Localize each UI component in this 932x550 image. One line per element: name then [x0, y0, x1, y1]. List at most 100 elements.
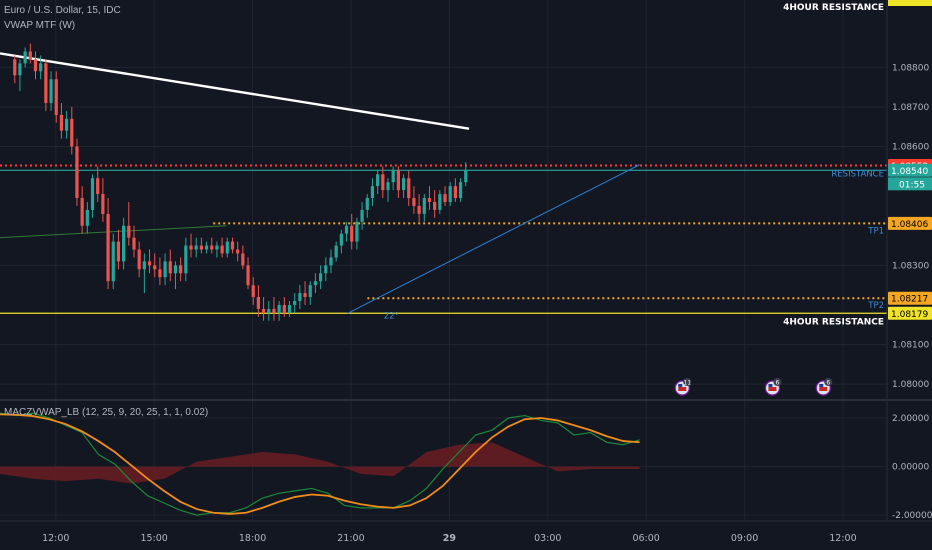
event-count-badge — [824, 378, 833, 386]
y-tick-label: 1.08000 — [892, 380, 929, 390]
x-tick-label: 15:00 — [140, 533, 167, 544]
x-tick-label: 29 — [443, 533, 456, 544]
candle-body — [173, 265, 178, 274]
indicator-label: VWAP MTF (W) — [4, 20, 76, 31]
signal-line — [0, 413, 640, 515]
candle-body — [210, 245, 214, 250]
candle-body — [386, 182, 390, 191]
x-tick-label: 18:00 — [239, 533, 266, 544]
candle-body — [64, 118, 69, 131]
candle-body — [350, 225, 354, 242]
price-tag-label: 1.08179 — [891, 310, 928, 320]
candle-body — [33, 59, 38, 72]
chart-title: Euro / U.S. Dollar, 15, IDC — [4, 5, 121, 16]
price-tag-label: 1.08540 — [891, 167, 928, 177]
candle-body — [448, 186, 452, 202]
level-tag: RESISTANCE — [831, 169, 884, 179]
y-tick-label: 1.08800 — [892, 63, 929, 73]
level-tag: TP1 — [867, 226, 884, 236]
y-tick-label: 1.08100 — [892, 341, 929, 351]
price-tag-label: 1.08217 — [891, 295, 928, 305]
candle-body — [90, 178, 95, 210]
osc-y-tick-label: -2.00000 — [892, 511, 932, 521]
x-tick-label: 09:00 — [731, 533, 758, 544]
candle-body — [49, 79, 53, 103]
candle-body — [417, 205, 421, 214]
candle-body — [80, 198, 84, 226]
candle-body — [122, 225, 126, 262]
candle-body — [230, 241, 235, 250]
price-tag — [888, 306, 932, 320]
price-tag-top — [888, 0, 932, 6]
candle-body — [106, 213, 110, 282]
candle-body — [427, 198, 432, 202]
candle-body — [13, 59, 17, 76]
candle-body — [241, 253, 245, 266]
candle-body — [443, 194, 447, 202]
candle-body — [163, 261, 167, 278]
candle-body — [204, 245, 209, 250]
candle-body — [422, 198, 426, 214]
oscillator-lines — [0, 412, 640, 516]
event-count-badge — [773, 378, 782, 386]
candle-body — [376, 174, 380, 187]
candle-body — [433, 201, 437, 210]
oscillator-histogram — [0, 442, 640, 484]
candle-body — [256, 297, 261, 309]
candle-body — [365, 198, 369, 210]
candle-body — [132, 237, 136, 250]
candle-body — [28, 51, 32, 60]
candle-body — [381, 174, 385, 191]
candle-body — [396, 170, 400, 191]
countdown-tag — [888, 177, 932, 191]
event-flag-stripe — [678, 387, 687, 391]
candle-body — [277, 304, 281, 313]
candle-body — [412, 198, 416, 206]
x-tick-label: 12:00 — [42, 533, 69, 544]
event-count: 6 — [826, 379, 830, 386]
candle-body — [236, 249, 240, 254]
event-flag-canton — [768, 384, 773, 387]
event-count-badge — [683, 378, 692, 386]
candle-body — [225, 241, 229, 254]
candle-body — [127, 225, 131, 238]
event-count: 11 — [683, 379, 691, 386]
candle-body — [438, 194, 442, 210]
candle-body — [344, 225, 349, 234]
candle-body — [298, 293, 302, 301]
price-tag-label: 1.08406 — [891, 220, 928, 230]
candle-body — [391, 170, 395, 183]
candle-body — [329, 257, 333, 266]
candle-body — [360, 209, 364, 222]
event-flag-canton — [678, 384, 683, 387]
candle-body — [370, 186, 375, 199]
candle-body — [215, 245, 219, 250]
candle-body — [272, 308, 276, 313]
candle-body — [308, 285, 312, 298]
candle-body — [96, 178, 100, 195]
y-tick-label: 1.08700 — [892, 103, 929, 113]
candle-body — [194, 245, 198, 250]
event-markers: 11 6 6 — [674, 378, 833, 396]
candle-body — [407, 178, 411, 199]
price-tag — [888, 291, 932, 305]
candle-body — [39, 63, 43, 72]
candle-body — [220, 245, 224, 254]
vwap-line — [0, 225, 227, 239]
x-tick-label: 06:00 — [632, 533, 659, 544]
level-tag: 4HOUR RESISTANCE — [783, 317, 884, 327]
candle-body — [458, 182, 463, 199]
x-tick-label: 12:00 — [829, 533, 856, 544]
candle-body — [168, 261, 172, 274]
histogram-area — [0, 442, 640, 484]
event-flag-stripe — [819, 387, 828, 391]
top-level-tag: 4HOUR RESISTANCE — [783, 3, 884, 13]
candle-body — [158, 269, 162, 278]
candle-body — [137, 249, 141, 270]
candle-body — [464, 170, 468, 183]
angle-label: 22° — [384, 311, 399, 321]
candle-body — [267, 308, 271, 313]
candle-body — [147, 261, 152, 266]
candle-body — [282, 304, 286, 313]
